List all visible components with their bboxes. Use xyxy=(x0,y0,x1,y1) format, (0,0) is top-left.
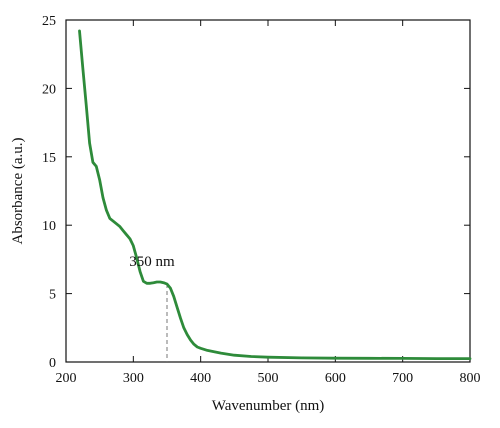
y-tick-label: 5 xyxy=(49,288,56,303)
y-tick-label: 25 xyxy=(42,14,56,29)
x-tick-label: 700 xyxy=(392,371,413,386)
y-tick-label: 10 xyxy=(42,219,56,234)
x-tick-label: 600 xyxy=(325,371,346,386)
x-tick-label: 500 xyxy=(258,371,279,386)
x-tick-label: 200 xyxy=(56,371,77,386)
peak-annotation: 350 nm xyxy=(129,254,175,270)
axis-tick-labels: 200 300 400 500 600 700 800 0 5 10 15 20 25 xyxy=(42,14,481,386)
y-axis-title: Absorbance (a.u.) xyxy=(10,137,26,244)
x-tick-label: 400 xyxy=(190,371,211,386)
y-tick-label: 0 xyxy=(49,356,56,371)
plot-frame xyxy=(65,19,471,363)
x-axis-title: Wavenumber (nm) xyxy=(212,398,325,414)
y-tick-label: 20 xyxy=(42,82,56,97)
x-tick-label: 800 xyxy=(460,371,481,386)
y-tick-label: 15 xyxy=(42,151,56,166)
axis-ticks xyxy=(65,19,471,363)
absorbance-curve xyxy=(78,29,472,360)
x-tick-label: 300 xyxy=(123,371,144,386)
